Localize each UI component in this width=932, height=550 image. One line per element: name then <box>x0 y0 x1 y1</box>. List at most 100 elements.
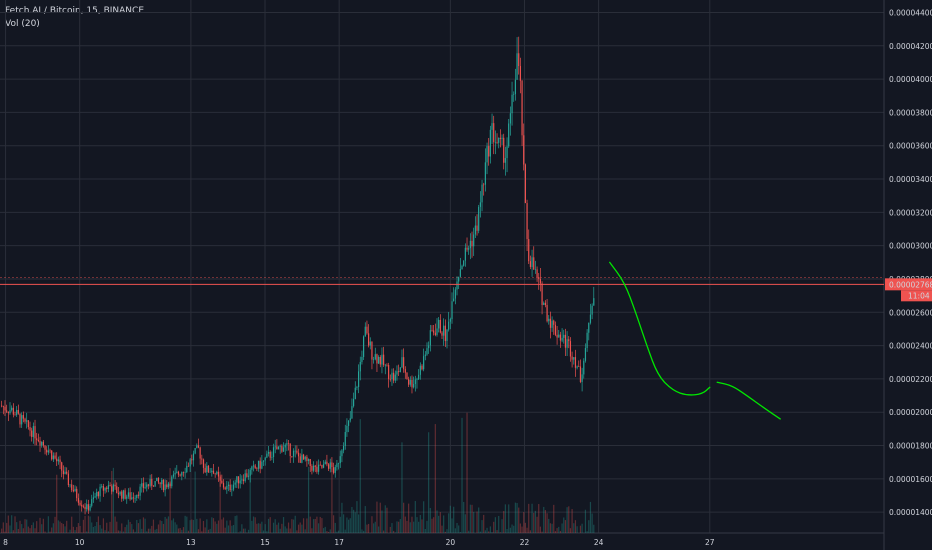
candle-body <box>32 426 34 437</box>
volume-bar <box>391 523 393 533</box>
volume-bar <box>361 529 363 533</box>
candle-body <box>556 334 558 338</box>
y-tick-label-1: 0.00001600 <box>889 475 932 484</box>
candle-body <box>533 257 535 270</box>
volume-bar <box>192 519 195 533</box>
volume-bar <box>341 502 343 533</box>
candle-body <box>314 465 316 467</box>
volume-indicator-label[interactable]: Vol (20) <box>5 19 40 29</box>
candle-body <box>458 276 460 282</box>
candle-body <box>464 247 466 261</box>
volume-bar <box>351 506 353 533</box>
volume-bar <box>16 522 18 533</box>
candle-body <box>11 407 13 411</box>
candle-body <box>566 339 568 348</box>
volume-bar <box>134 531 136 533</box>
candle-body <box>361 356 363 362</box>
candle-body <box>359 361 361 372</box>
volume-bar <box>261 521 263 533</box>
candle-body <box>589 314 592 323</box>
volume-bar <box>174 522 176 533</box>
volume-bar <box>51 527 53 533</box>
candle-body <box>501 137 503 139</box>
candle-body <box>6 410 8 412</box>
volume-bar <box>566 507 568 533</box>
candle-body <box>176 471 178 473</box>
volume-bar <box>471 504 473 533</box>
candle-body <box>523 135 525 165</box>
candle-body <box>12 407 14 415</box>
volume-bar <box>414 501 416 533</box>
volume-bar <box>284 526 286 533</box>
volume-bar <box>139 519 141 533</box>
candle-body <box>192 453 195 461</box>
volume-bar <box>501 519 503 533</box>
candle-body <box>473 234 475 247</box>
volume-bar <box>224 527 226 533</box>
volume-bar <box>154 529 156 533</box>
candle-body <box>409 379 411 385</box>
volume-bar <box>114 516 116 533</box>
candle-body <box>27 420 29 428</box>
volume-bars <box>1 412 595 533</box>
candle-body <box>62 470 64 475</box>
volume-bar <box>136 519 138 533</box>
candle-body <box>591 305 593 315</box>
volume-bar <box>189 520 191 533</box>
volume-bar <box>297 524 300 533</box>
volume-bar <box>79 525 81 533</box>
candle-body <box>229 484 231 491</box>
volume-bar <box>177 528 180 533</box>
candle-body <box>106 487 108 490</box>
volume-bar <box>568 506 570 533</box>
volume-bar <box>368 523 370 533</box>
forecast-segment-1 <box>716 381 781 420</box>
volume-bar <box>476 511 478 533</box>
candle-body <box>549 318 552 328</box>
candle-body <box>571 356 573 360</box>
candle-body <box>96 491 98 497</box>
candle-body <box>584 348 587 361</box>
candle-body <box>418 374 420 380</box>
volume-bar <box>408 503 410 533</box>
candle-body <box>31 430 33 437</box>
candle-body <box>241 479 243 481</box>
volume-bar <box>453 506 455 533</box>
candle-body <box>74 488 76 492</box>
candle-body <box>431 330 433 331</box>
price-axis[interactable]: 0.00001400 0.00001600 0.00001800 0.00002000… <box>889 8 932 517</box>
candle-body <box>448 321 450 330</box>
x-tick-label-0: 8 <box>3 538 8 547</box>
candle-body <box>388 365 390 380</box>
volume-bar <box>301 524 303 533</box>
volume-bar <box>419 514 421 533</box>
volume-bar <box>363 530 365 533</box>
volume-bar <box>142 517 145 533</box>
candle-body <box>493 123 495 143</box>
volume-bar <box>316 516 318 533</box>
candle-body <box>172 474 175 477</box>
candle-body <box>393 372 395 381</box>
candle-body <box>151 478 153 486</box>
candle-body <box>126 496 128 499</box>
volume-bar <box>209 528 211 533</box>
time-axis[interactable]: 8 10 13 15 17 20 22 24 27 <box>3 538 715 547</box>
candle-body <box>514 79 516 95</box>
candle-body <box>276 446 278 450</box>
volume-bar <box>364 506 366 533</box>
candle-body <box>558 334 560 338</box>
candle-body <box>136 494 138 499</box>
volume-bar <box>306 518 308 533</box>
candle-body <box>588 322 590 333</box>
volume-bar <box>574 520 577 533</box>
candle-body <box>576 366 578 368</box>
volume-bar <box>511 524 513 533</box>
drawn-forecast-line[interactable] <box>609 261 781 420</box>
candle-body <box>413 384 415 388</box>
volume-bar <box>121 523 123 533</box>
candle-body <box>184 472 186 473</box>
volume-bar <box>167 516 170 533</box>
candle-body <box>209 472 211 473</box>
volume-bar <box>56 474 58 533</box>
